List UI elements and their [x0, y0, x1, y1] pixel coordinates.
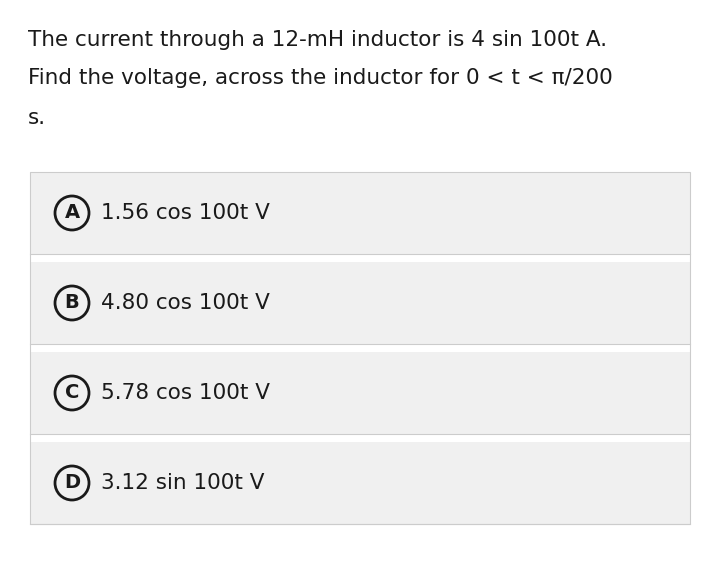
Circle shape	[55, 376, 89, 410]
FancyBboxPatch shape	[30, 442, 690, 524]
FancyBboxPatch shape	[30, 262, 690, 344]
Text: 5.78 cos 100t V: 5.78 cos 100t V	[101, 383, 270, 403]
Text: D: D	[64, 474, 80, 493]
FancyBboxPatch shape	[30, 352, 690, 434]
Text: A: A	[65, 204, 80, 223]
Text: 1.56 cos 100t V: 1.56 cos 100t V	[101, 203, 270, 223]
FancyBboxPatch shape	[30, 172, 690, 254]
Text: Find the voltage, across the inductor for 0 < t < π/200: Find the voltage, across the inductor fo…	[28, 68, 613, 88]
Text: 4.80 cos 100t V: 4.80 cos 100t V	[101, 293, 270, 313]
Text: The current through a 12-mH inductor is 4 sin 100t A.: The current through a 12-mH inductor is …	[28, 30, 607, 50]
Text: s.: s.	[28, 108, 46, 128]
Text: B: B	[65, 294, 79, 313]
Circle shape	[55, 286, 89, 320]
Text: 3.12 sin 100t V: 3.12 sin 100t V	[101, 473, 265, 493]
Circle shape	[55, 196, 89, 230]
Circle shape	[55, 466, 89, 500]
Text: C: C	[65, 384, 79, 403]
